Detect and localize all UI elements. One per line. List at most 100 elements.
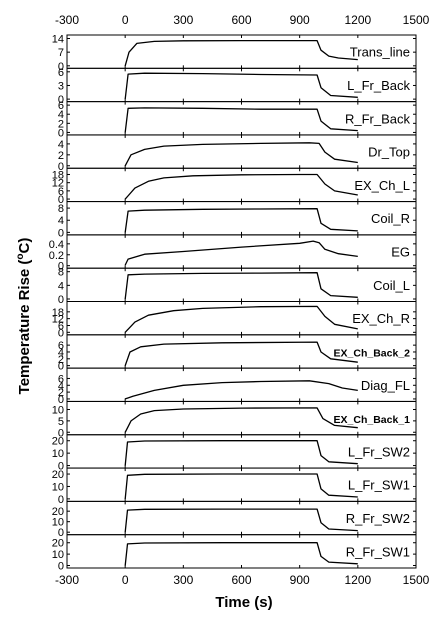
y-tick-label: 0 (58, 94, 64, 106)
series-line (124, 272, 358, 300)
y-tick-label: 4 (58, 109, 64, 121)
panel-label: EX_Ch_L (354, 178, 410, 193)
y-tick-label: 3 (58, 80, 64, 92)
y-tick-label: 8 (58, 267, 64, 279)
bottom-x-tick-label: 300 (173, 573, 193, 587)
panel-label: L_Fr_SW1 (348, 478, 410, 493)
top-x-tick-label: -300 (55, 13, 79, 27)
y-tick-label: 10 (52, 404, 64, 416)
panel-l-fr-back: 0 36 L_Fr_Back (58, 67, 417, 106)
y-axis-title-tail: C) (16, 238, 33, 254)
y-tick-label: 6 (58, 373, 64, 385)
y-tick-label: 12 (52, 178, 64, 190)
y-tick-label: 4 (58, 139, 64, 151)
y-tick-label: 0 (58, 561, 64, 573)
series-line (124, 380, 358, 400)
y-tick-label: 0 (58, 361, 64, 373)
panel-label: L_Fr_Back (347, 78, 410, 93)
series-line (124, 173, 358, 200)
y-tick-label: 18 (52, 307, 64, 319)
bottom-x-tick-labels: -300 0 300 600 900 1200 1500 (55, 573, 430, 587)
y-tick-label: 0 (58, 161, 64, 173)
top-x-tick-label: 1200 (344, 13, 371, 27)
y-tick-label: 20 (52, 506, 64, 518)
y-tick-label: 2 (58, 354, 64, 366)
y-tick-label: 5 (58, 416, 64, 428)
top-x-tick-label: 600 (231, 13, 251, 27)
bottom-x-tick-label: 1500 (403, 573, 430, 587)
y-tick-label: 0 (58, 127, 64, 139)
y-tick-label: 20 (52, 469, 64, 481)
bottom-x-tick-label: 900 (290, 573, 310, 587)
y-tick-label: 0 (58, 494, 64, 506)
panel-eg: 00.20.4 EG (49, 234, 417, 273)
top-x-tick-label: 0 (122, 13, 129, 27)
bottom-x-tick-label: -300 (55, 573, 79, 587)
y-tick-label: 4 (58, 380, 64, 392)
y-tick-label: 20 (52, 436, 64, 448)
y-tick-label: 0 (58, 327, 64, 339)
y-tick-label: 6 (58, 186, 64, 198)
y-tick-label: 2 (58, 150, 64, 162)
series-line (124, 72, 358, 100)
y-tick-label: 6 (58, 320, 64, 332)
series-line (124, 473, 358, 499)
y-tick-label: 10 (52, 481, 64, 493)
y-tick-label: 10 (52, 517, 64, 529)
series-line (124, 39, 358, 66)
x-axis-title: Time (s) (215, 594, 272, 611)
y-axis-title-sup: o (15, 253, 26, 259)
panel-label: EX_Ch_R (352, 311, 410, 326)
series-line (124, 240, 358, 266)
series-line (124, 407, 358, 433)
series-line (124, 341, 358, 366)
y-tick-label: 6 (58, 100, 64, 112)
y-tick-label: 7 (58, 47, 64, 59)
y-tick-label: 10 (52, 448, 64, 460)
panel-label: Coil_L (373, 278, 410, 293)
y-tick-label: 0 (58, 261, 64, 273)
panel-label: Dr_Top (368, 145, 410, 160)
bottom-x-tick-label: 1200 (344, 573, 371, 587)
panel-coil-r: 048 Coil_R (58, 201, 417, 239)
y-tick-label: 4 (58, 215, 64, 227)
panel-label: Trans_line (350, 45, 410, 60)
panel-label: R_Fr_SW1 (346, 544, 410, 559)
chart-panels: 0714Trans_line036L_Fr_Back0246R_Fr_Back0… (49, 34, 417, 573)
y-axis-title: Temperature Rise (oC) (15, 238, 33, 395)
top-x-tick-label: 300 (173, 13, 193, 27)
y-tick-label: 0 (58, 527, 64, 539)
y-tick-label: 2 (58, 118, 64, 130)
panel-label: EX_Ch_Back_1 (334, 414, 411, 426)
panel-trans-line: 0 714 Trans_line (52, 34, 417, 73)
panel-label: Diag_FL (361, 378, 410, 393)
top-x-tick-label: 1500 (403, 13, 430, 27)
y-tick-label: 6 (58, 67, 64, 79)
panel-label: Coil_R (371, 211, 410, 226)
panel-label: EX_Ch_Back_2 (334, 347, 411, 359)
panel-coil-l: 0 48 Coil_L (58, 267, 417, 306)
panel-dr-top: 024 Dr_Top (58, 134, 417, 173)
panel-label: R_Fr_Back (345, 111, 411, 126)
series-line (124, 208, 358, 233)
panel-frame (66, 234, 417, 269)
y-tick-label: 0 (58, 61, 64, 73)
y-tick-label: 4 (58, 347, 64, 359)
panel-label: L_Fr_SW2 (348, 444, 410, 459)
y-axis-title-main: Temperature Rise ( (16, 260, 33, 395)
y-tick-label: 20 (52, 538, 64, 550)
series-line (124, 107, 358, 133)
y-tick-label: 14 (52, 34, 64, 46)
bottom-x-tick-label: 0 (122, 573, 129, 587)
panel-frame (66, 134, 417, 169)
y-tick-label: 6 (58, 340, 64, 352)
series-line (124, 542, 358, 566)
